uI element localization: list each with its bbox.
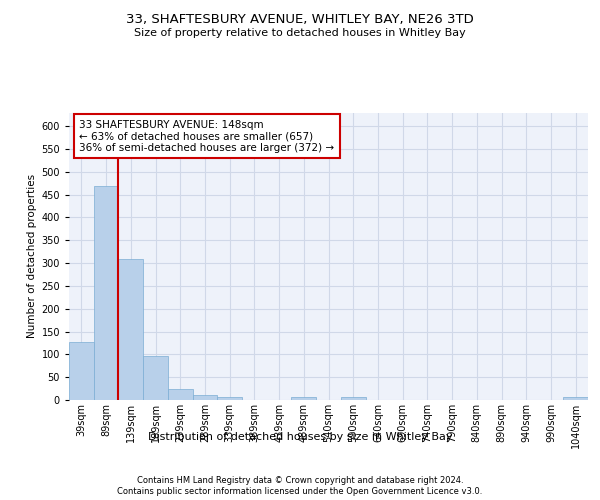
Y-axis label: Number of detached properties: Number of detached properties — [27, 174, 37, 338]
Text: Contains HM Land Registry data © Crown copyright and database right 2024.: Contains HM Land Registry data © Crown c… — [137, 476, 463, 485]
Bar — [168, 388, 193, 400]
Text: Distribution of detached houses by size in Whitley Bay: Distribution of detached houses by size … — [148, 432, 452, 442]
Text: 33, SHAFTESBURY AVENUE, WHITLEY BAY, NE26 3TD: 33, SHAFTESBURY AVENUE, WHITLEY BAY, NE2… — [126, 12, 474, 26]
Bar — [563, 398, 588, 400]
Bar — [292, 397, 316, 400]
Text: 33 SHAFTESBURY AVENUE: 148sqm
← 63% of detached houses are smaller (657)
36% of : 33 SHAFTESBURY AVENUE: 148sqm ← 63% of d… — [79, 120, 335, 153]
Bar — [69, 342, 94, 400]
Text: Contains public sector information licensed under the Open Government Licence v3: Contains public sector information licen… — [118, 487, 482, 496]
Bar — [193, 396, 217, 400]
Text: Size of property relative to detached houses in Whitley Bay: Size of property relative to detached ho… — [134, 28, 466, 38]
Bar — [341, 397, 365, 400]
Bar — [118, 258, 143, 400]
Bar — [94, 186, 118, 400]
Bar — [217, 398, 242, 400]
Bar — [143, 356, 168, 400]
